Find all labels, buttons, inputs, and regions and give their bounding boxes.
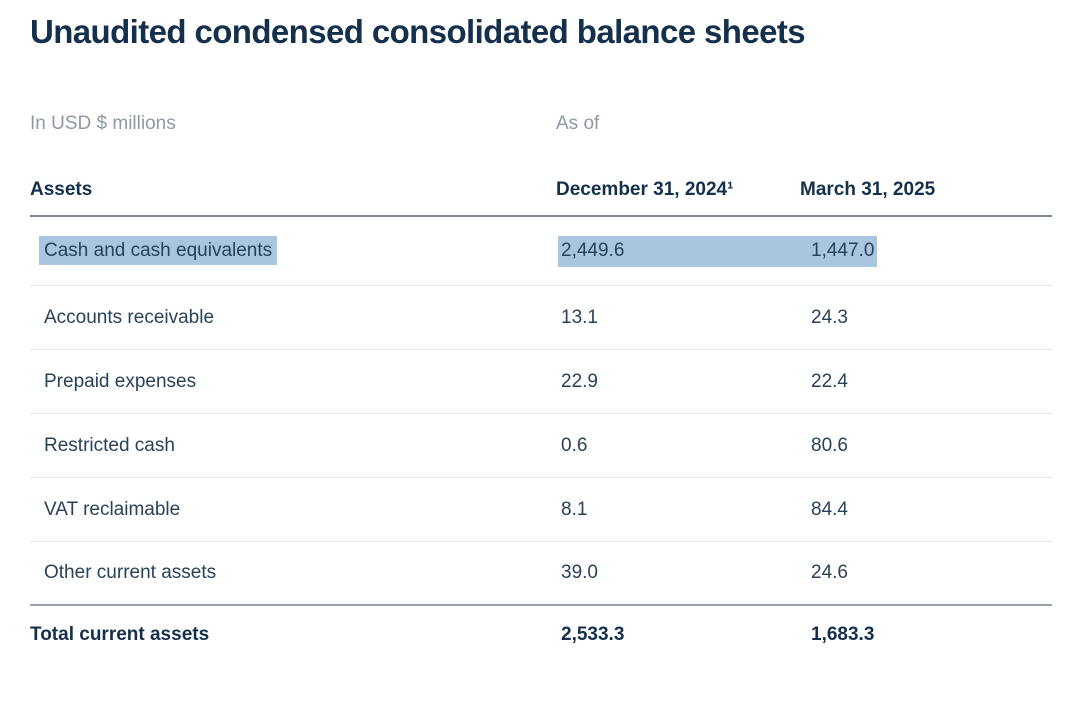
table-row-vat-reclaimable: VAT reclaimable 8.1 84.4 xyxy=(30,478,1052,542)
table-row-cash-and-cash-equivalents: Cash and cash equivalents 2,449.6 1,447.… xyxy=(30,217,1052,286)
row-value-dec-2024: 39.0 xyxy=(561,562,598,583)
row-value-mar-2025: 24.6 xyxy=(811,562,848,583)
balance-sheet-section: Unaudited condensed consolidated balance… xyxy=(30,12,1052,664)
units-note: In USD $ millions xyxy=(30,113,176,134)
row-value-mar-2025: 24.3 xyxy=(811,306,848,328)
row-value-dec-2024: 22.9 xyxy=(561,370,598,392)
table-row-restricted-cash: Restricted cash 0.6 80.6 xyxy=(30,414,1052,478)
row-value-dec-2024: 8.1 xyxy=(561,498,588,520)
row-label: Cash and cash equivalents xyxy=(39,236,278,265)
row-label: Accounts receivable xyxy=(44,306,215,328)
row-value-mar-2025: 80.6 xyxy=(811,434,848,456)
row-value-dec-2024: 13.1 xyxy=(561,306,598,328)
total-value-dec-2024: 2,533.3 xyxy=(561,624,625,645)
row-label: Other current assets xyxy=(44,562,217,583)
row-label: Prepaid expenses xyxy=(44,370,197,392)
table-row-total-current-assets: Total current assets 2,533.3 1,683.3 xyxy=(30,606,1052,664)
row-value-dec-2024: 0.6 xyxy=(561,434,588,456)
table-row-other-current-assets: Other current assets 39.0 24.6 xyxy=(30,542,1052,606)
table-meta-row: In USD $ millions As of xyxy=(30,112,1052,136)
table-row-prepaid-expenses: Prepaid expenses 22.9 22.4 xyxy=(30,350,1052,414)
as-of-label: As of xyxy=(556,113,600,134)
row-value-dec-2024: 2,449.6 xyxy=(561,240,625,261)
column-header-december-31-2024: December 31, 2024¹ xyxy=(556,179,734,200)
page-title: Unaudited condensed consolidated balance… xyxy=(30,13,806,50)
row-value-mar-2025: 22.4 xyxy=(811,370,848,392)
row-value-mar-2025: 1,447.0 xyxy=(811,240,875,261)
selection-highlight xyxy=(558,236,877,267)
table-header-row: Assets December 31, 2024¹ March 31, 2025 xyxy=(30,178,1052,217)
table-row-accounts-receivable: Accounts receivable 13.1 24.3 xyxy=(30,286,1052,350)
total-value-mar-2025: 1,683.3 xyxy=(811,624,875,645)
column-header-march-31-2025: March 31, 2025 xyxy=(800,179,936,200)
column-header-assets: Assets xyxy=(30,179,93,200)
total-label: Total current assets xyxy=(30,624,210,645)
row-value-mar-2025: 84.4 xyxy=(811,498,848,520)
row-label: Restricted cash xyxy=(44,434,175,456)
row-label: VAT reclaimable xyxy=(44,498,181,520)
